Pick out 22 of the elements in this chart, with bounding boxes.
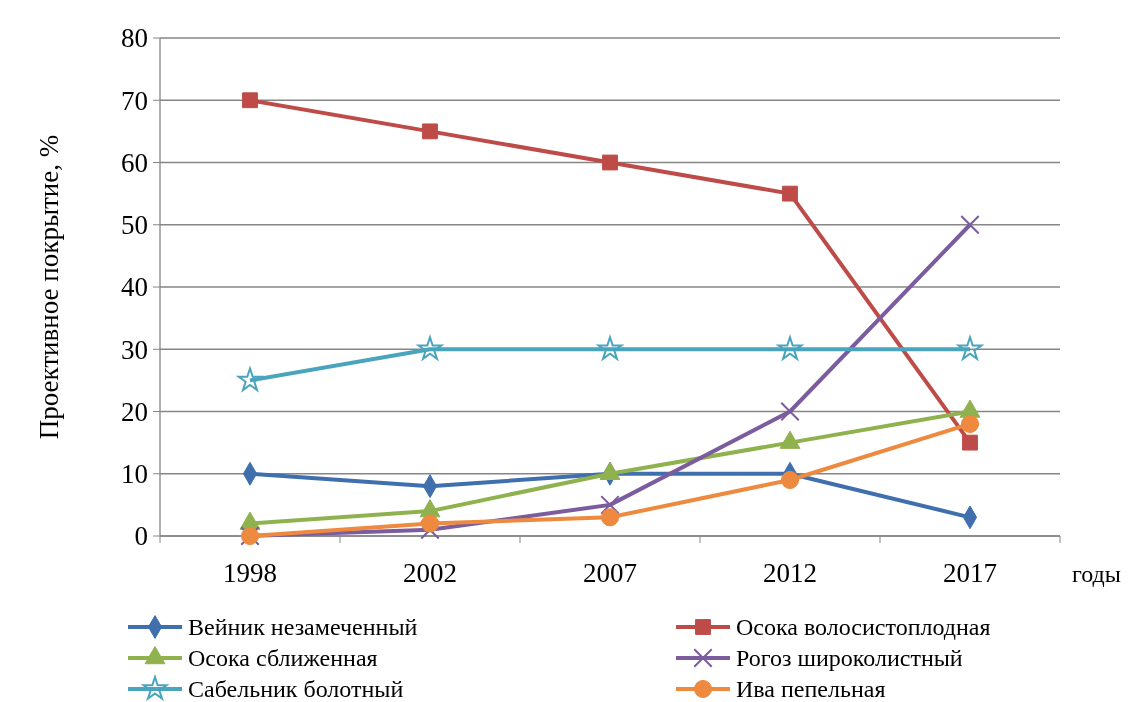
legend-label: Вейник незамеченный xyxy=(188,614,418,641)
x-tick-label: 2007 xyxy=(583,558,637,588)
x-tick-label: 2017 xyxy=(943,558,997,588)
x-tick-label: 1998 xyxy=(223,558,277,588)
legend-label: Осока сближенная xyxy=(188,645,378,672)
legend-label: Осока волосистоплодная xyxy=(736,614,991,641)
x-tick-label: 2012 xyxy=(763,558,817,588)
y-tick-label: 60 xyxy=(121,147,148,178)
y-tick-label: 30 xyxy=(121,334,148,365)
y-tick-label: 20 xyxy=(121,396,148,427)
y-tick-label: 40 xyxy=(121,272,148,303)
legend-label: Рогоз широколистный xyxy=(736,645,963,672)
y-tick-label: 50 xyxy=(121,210,148,241)
legend-label: Сабельник болотный xyxy=(188,676,404,702)
y-tick-label: 10 xyxy=(121,459,148,490)
y-tick-label: 0 xyxy=(134,521,148,552)
y-tick-label: 70 xyxy=(121,85,148,116)
y-tick-label: 80 xyxy=(121,23,148,54)
x-tick-label: 2002 xyxy=(403,558,457,588)
legend-label: Ива пепельная xyxy=(736,676,886,702)
y-axis-title: Проективное покрытие, % xyxy=(34,134,64,440)
x-axis-title: годы xyxy=(1072,561,1121,587)
